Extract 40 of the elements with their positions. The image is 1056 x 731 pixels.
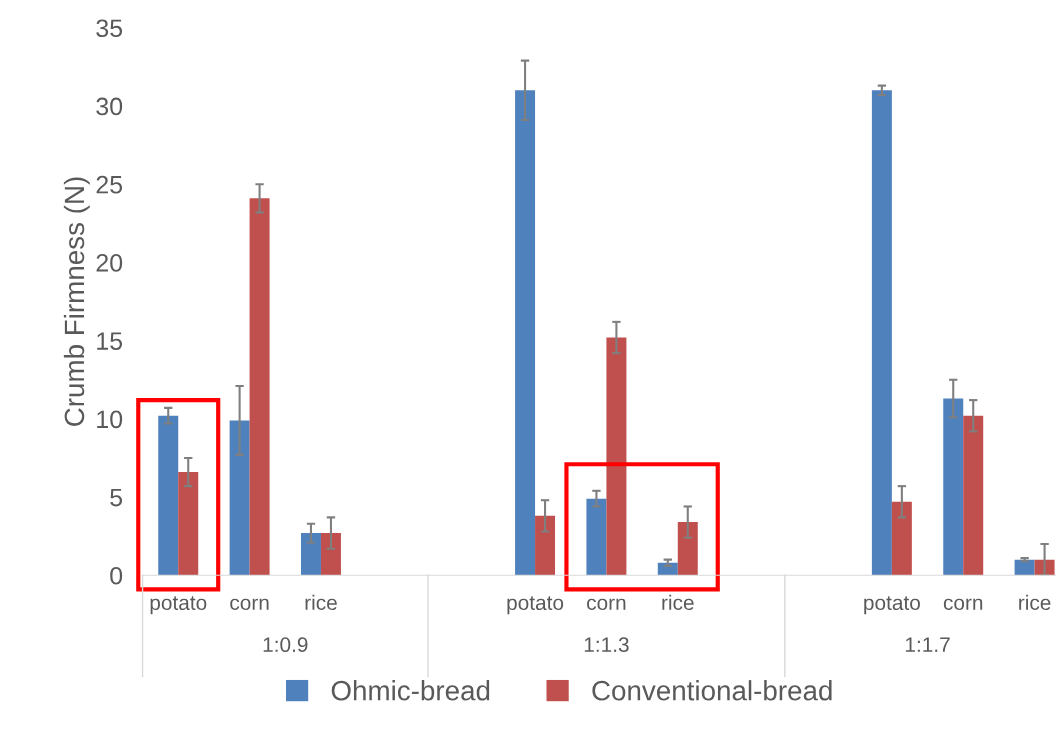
- legend-label: Conventional-bread: [592, 680, 832, 701]
- x-tick-label: potato: [507, 596, 564, 615]
- bar: [1014, 559, 1035, 576]
- bar: [178, 472, 199, 576]
- y-tick-label: 15: [97, 332, 123, 350]
- y-tick-label: 5: [110, 488, 123, 507]
- x-tick-label: potato: [864, 596, 920, 615]
- y-axis-title: Crumb Firmness (N): [63, 177, 90, 426]
- bar: [158, 415, 179, 576]
- text: 1:1.3: [584, 637, 629, 653]
- x-tick-label: potato: [150, 596, 207, 615]
- y-tick-label: 20: [96, 254, 123, 272]
- x-tick-label: corn: [943, 598, 983, 611]
- x-tick-label: rice: [662, 594, 694, 611]
- bar: [229, 420, 250, 576]
- bar: [677, 522, 698, 576]
- x-tick-label: corn: [230, 598, 269, 611]
- y-tick-label: 30: [96, 97, 123, 116]
- bar: [657, 562, 678, 576]
- bar: [515, 90, 536, 576]
- bar: [320, 533, 341, 576]
- y-tick-label: 35: [96, 19, 123, 38]
- x-tick-label: corn: [587, 598, 626, 611]
- x-tick-label: rice: [1019, 594, 1051, 611]
- bar: [943, 398, 964, 576]
- bar: [891, 501, 912, 576]
- bar: [300, 533, 321, 576]
- bar: [871, 90, 892, 576]
- y-tick-label: 25: [96, 175, 123, 194]
- bar: [606, 337, 627, 576]
- y-tick-label: 0: [110, 566, 123, 585]
- x-tick-label: rice: [305, 594, 337, 611]
- bar: [963, 415, 984, 576]
- bar: [586, 498, 607, 576]
- bar: [535, 515, 556, 576]
- legend-label: Ohmic-bread: [331, 680, 490, 701]
- text: 1:1.7: [905, 637, 950, 652]
- text: 1:0.9: [263, 637, 308, 653]
- bar: [249, 198, 270, 576]
- y-tick-label: 10: [97, 410, 123, 429]
